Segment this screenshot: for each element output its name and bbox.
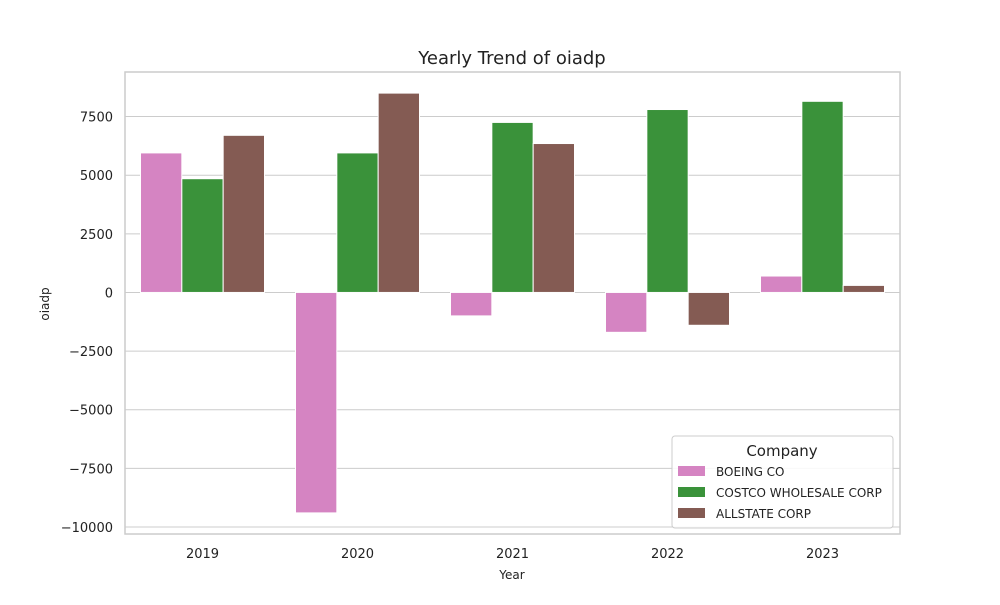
y-ticks: −10000 −7500 −5000 −2500 0 2500 5000 7500	[61, 111, 113, 536]
bar-allstate-corp-2021	[532, 143, 576, 293]
x-tick-label: 2023	[806, 547, 839, 562]
x-tick-label: 2019	[186, 547, 219, 562]
bar-boeing-co-2019	[140, 152, 183, 293]
bar-allstate-corp-2020	[377, 92, 420, 293]
bar-costco-wholesale-corp-2023	[801, 100, 844, 293]
bar-boeing-co-2022	[605, 291, 648, 333]
legend-label: BOEING CO	[716, 465, 785, 479]
plot-area-border	[124, 71, 901, 535]
bar-allstate-corp-2022	[687, 291, 731, 326]
bar-allstate-corp-2019	[222, 134, 266, 293]
bar-costco-wholesale-corp-2019	[181, 178, 224, 293]
bar-costco-wholesale-corp-2022	[646, 109, 689, 293]
bar-allstate-corp-2023	[842, 284, 886, 293]
legend-title: Company	[746, 442, 817, 460]
x-tick-label: 2022	[651, 547, 684, 562]
legend-label: ALLSTATE CORP	[716, 507, 811, 521]
bar-costco-wholesale-corp-2021	[491, 121, 534, 293]
bar-boeing-co-2023	[760, 275, 803, 293]
x-ticks: 2019 2020 2021 2022 2023	[186, 547, 839, 562]
legend-swatch-costco-wholesale-corp	[678, 487, 705, 497]
plot-frame	[124, 71, 901, 535]
y-tick-label: −2500	[69, 345, 113, 360]
chart-title: Yearly Trend of oiadp	[417, 48, 605, 69]
bars	[140, 92, 886, 514]
bar-boeing-co-2021	[450, 291, 493, 317]
y-axis-label: oiadp	[38, 287, 52, 320]
legend-entries: BOEING CO COSTCO WHOLESALE CORP ALLSTATE C…	[678, 465, 882, 521]
y-tick-label: 7500	[80, 111, 113, 126]
x-tick-label: 2020	[341, 547, 374, 562]
y-tick-label: −10000	[61, 521, 113, 536]
bar-costco-wholesale-corp-2020	[336, 152, 379, 293]
y-tick-label: 5000	[80, 169, 113, 184]
y-tick-label: −5000	[69, 404, 113, 419]
x-tick-label: 2021	[496, 547, 529, 562]
legend-swatch-allstate-corp	[678, 508, 705, 518]
legend-box	[671, 435, 894, 529]
legend-label: COSTCO WHOLESALE CORP	[716, 486, 882, 500]
legend: Company BOEING CO COSTCO WHOLESALE CORP AL…	[671, 435, 894, 529]
bar-boeing-co-2020	[295, 291, 338, 514]
y-tick-label: −7500	[69, 462, 113, 477]
legend-swatch-boeing-co	[678, 466, 705, 476]
x-axis-label: Year	[498, 568, 524, 582]
y-tick-label: 0	[105, 286, 113, 301]
y-tick-label: 2500	[80, 228, 113, 243]
